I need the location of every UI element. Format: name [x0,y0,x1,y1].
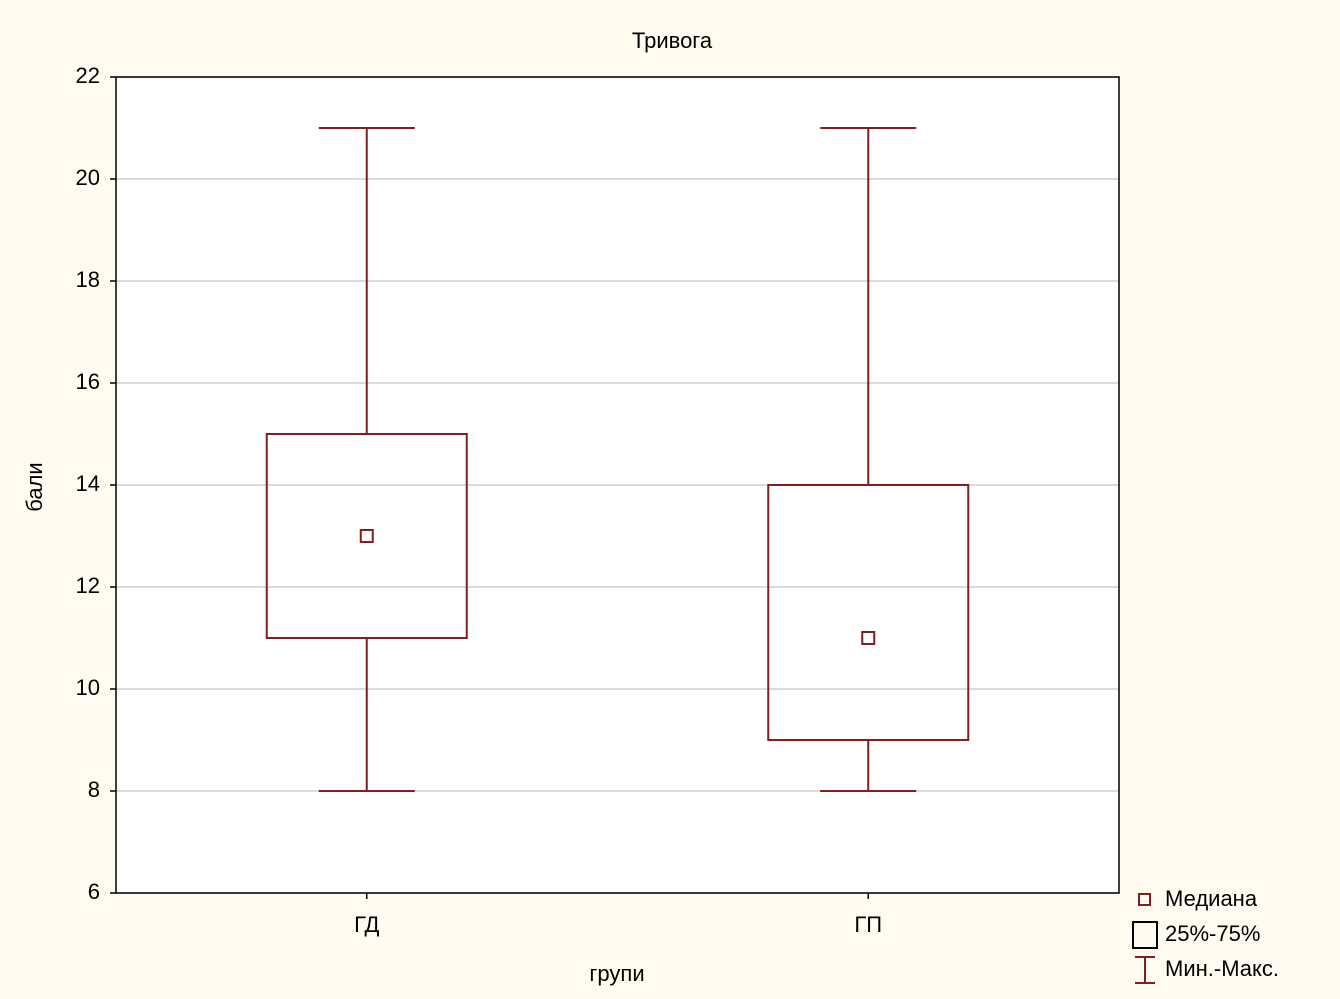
legend-box-symbol [1132,921,1158,949]
y-tick-label: 16 [76,369,100,394]
box [767,484,970,741]
legend-label: Медиана [1165,886,1258,911]
x-axis-label: групи [589,961,644,986]
legend-median-symbol [1138,893,1151,906]
y-axis-label: бали [22,462,47,511]
legend-label: 25%-75% [1165,921,1260,946]
y-tick-label: 8 [88,777,100,802]
y-tick-label: 14 [76,471,100,496]
y-tick-label: 12 [76,573,100,598]
legend-whisker-symbol [1135,956,1155,984]
chart-title: Тривога [632,28,713,53]
y-tick-label: 6 [88,879,100,904]
y-tick-label: 22 [76,63,100,88]
y-tick-label: 20 [76,165,100,190]
x-tick-label: ГП [854,912,882,937]
median [359,529,374,543]
legend-label: Мин.-Макс. [1165,956,1279,981]
x-tick-label: ГД [354,912,379,937]
median [861,631,876,645]
y-tick-label: 18 [76,267,100,292]
box [265,433,468,639]
y-tick-label: 10 [76,675,100,700]
